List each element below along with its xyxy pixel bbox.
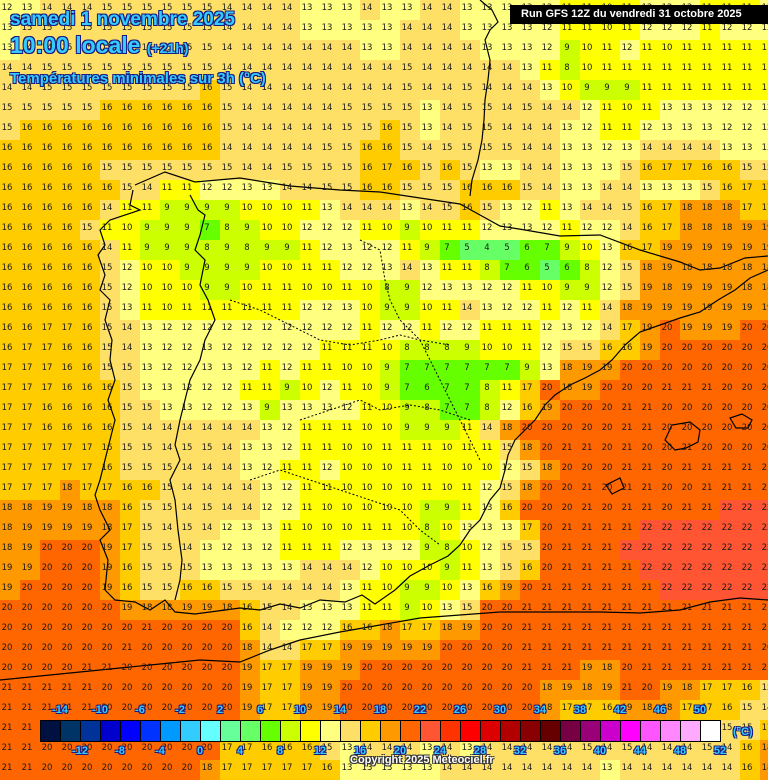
legend-swatch <box>481 721 501 741</box>
legend-tick-bottom: 4 <box>236 745 244 757</box>
run-info-banner: Run GFS 12Z du vendredi 31 octobre 2025 <box>510 5 768 24</box>
legend-tick-bottom: 52 <box>713 745 727 757</box>
legend-swatch <box>301 721 321 741</box>
legend-tick-top: 34 <box>533 704 547 716</box>
legend-tick-top: 2 <box>216 704 224 716</box>
legend-swatch <box>321 721 341 741</box>
legend-swatch <box>521 721 541 741</box>
legend-tick-bottom: 48 <box>673 745 687 757</box>
forecast-local-time: 10:00 locale <box>10 32 141 58</box>
legend-swatch <box>261 721 281 741</box>
legend-swatch <box>341 721 361 741</box>
legend-tick-bottom: 28 <box>473 745 487 757</box>
legend-tick-bottom: 44 <box>633 745 647 757</box>
legend-swatch <box>381 721 401 741</box>
forecast-time: 10:00 locale (+21h) <box>10 32 188 59</box>
legend-tick-top: 6 <box>256 704 264 716</box>
color-scale-legend <box>40 720 721 742</box>
legend-tick-bottom: 8 <box>276 745 284 757</box>
legend-tick-bottom: 12 <box>313 745 327 757</box>
legend-swatch <box>241 721 261 741</box>
legend-tick-bottom: 0 <box>196 745 204 757</box>
legend-swatch <box>561 721 581 741</box>
legend-tick-top: 26 <box>453 704 467 716</box>
legend-tick-bottom: -4 <box>155 745 165 757</box>
unit-label: (°C) <box>733 726 753 738</box>
legend-swatch <box>181 721 201 741</box>
legend-tick-bottom: -12 <box>72 745 88 757</box>
map-subtitle: Températures minimales sur 3h (°C) <box>10 70 266 87</box>
legend-swatch <box>461 721 481 741</box>
legend-tick-bottom: -8 <box>115 745 125 757</box>
legend-tick-top: 18 <box>373 704 387 716</box>
legend-tick-top: 50 <box>693 704 707 716</box>
legend-tick-bottom: 16 <box>353 745 367 757</box>
legend-tick-top: 10 <box>293 704 307 716</box>
legend-swatch <box>81 721 101 741</box>
legend-swatch <box>61 721 81 741</box>
legend-swatch <box>141 721 161 741</box>
forecast-date: samedi 1 novembre 2025 <box>10 9 235 30</box>
legend-swatch <box>661 721 681 741</box>
legend-swatch <box>701 721 720 741</box>
legend-tick-bottom: 36 <box>553 745 567 757</box>
forecast-offset: (+21h) <box>146 40 189 56</box>
legend-swatch <box>281 721 301 741</box>
legend-swatch <box>421 721 441 741</box>
legend-swatch <box>621 721 641 741</box>
legend-tick-bottom: 20 <box>393 745 407 757</box>
legend-swatch <box>161 721 181 741</box>
legend-swatch <box>681 721 701 741</box>
legend-swatch <box>221 721 241 741</box>
legend-swatch <box>601 721 621 741</box>
legend-swatch <box>441 721 461 741</box>
legend-swatch <box>581 721 601 741</box>
legend-swatch <box>41 721 61 741</box>
legend-tick-top: 42 <box>613 704 627 716</box>
legend-tick-bottom: 24 <box>433 745 447 757</box>
legend-tick-top: 22 <box>413 704 427 716</box>
legend-swatch <box>101 721 121 741</box>
legend-tick-top: -10 <box>92 704 108 716</box>
copyright-text: Copyright 2025 Meteociel.fr <box>350 754 494 766</box>
legend-tick-top: 14 <box>333 704 347 716</box>
legend-tick-top: -2 <box>175 704 185 716</box>
legend-tick-top: -14 <box>52 704 68 716</box>
legend-swatch <box>641 721 661 741</box>
legend-swatch <box>501 721 521 741</box>
legend-swatch <box>361 721 381 741</box>
legend-swatch <box>201 721 221 741</box>
legend-tick-bottom: 32 <box>513 745 527 757</box>
legend-tick-top: -6 <box>135 704 145 716</box>
legend-swatch <box>401 721 421 741</box>
legend-tick-top: 46 <box>653 704 667 716</box>
legend-swatch <box>541 721 561 741</box>
legend-tick-top: 30 <box>493 704 507 716</box>
legend-swatch <box>121 721 141 741</box>
legend-tick-bottom: 40 <box>593 745 607 757</box>
legend-tick-top: 38 <box>573 704 587 716</box>
